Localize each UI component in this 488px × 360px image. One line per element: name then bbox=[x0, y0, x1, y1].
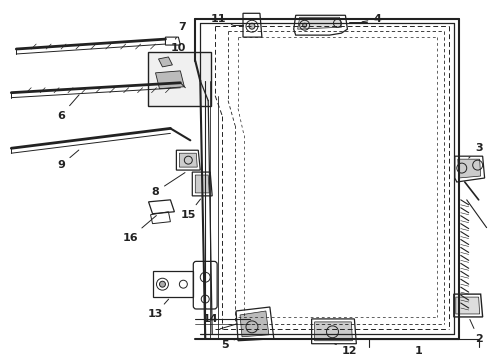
Polygon shape bbox=[314, 322, 352, 341]
Text: 16: 16 bbox=[122, 216, 156, 243]
Text: 12: 12 bbox=[334, 344, 356, 356]
Text: 7: 7 bbox=[175, 22, 186, 39]
Text: 6: 6 bbox=[57, 95, 79, 121]
Text: 3: 3 bbox=[468, 143, 482, 158]
Text: 10: 10 bbox=[170, 43, 186, 53]
Text: 9: 9 bbox=[57, 150, 79, 170]
Text: 13: 13 bbox=[147, 299, 168, 319]
Text: 5: 5 bbox=[221, 338, 237, 350]
Circle shape bbox=[248, 23, 254, 29]
Polygon shape bbox=[297, 17, 341, 29]
Text: 14: 14 bbox=[202, 307, 218, 324]
Text: 11: 11 bbox=[210, 14, 233, 25]
FancyBboxPatch shape bbox=[147, 52, 211, 105]
Polygon shape bbox=[455, 297, 479, 314]
Polygon shape bbox=[240, 311, 268, 337]
Circle shape bbox=[302, 23, 306, 27]
Polygon shape bbox=[179, 153, 197, 167]
Text: 8: 8 bbox=[151, 172, 184, 197]
Text: 15: 15 bbox=[180, 199, 200, 220]
Polygon shape bbox=[457, 159, 480, 178]
Text: 4: 4 bbox=[361, 14, 381, 24]
Polygon shape bbox=[195, 175, 209, 193]
Polygon shape bbox=[155, 71, 184, 89]
Polygon shape bbox=[158, 57, 172, 67]
Text: 2: 2 bbox=[469, 319, 482, 344]
Circle shape bbox=[159, 281, 165, 287]
Text: 1: 1 bbox=[414, 346, 422, 356]
